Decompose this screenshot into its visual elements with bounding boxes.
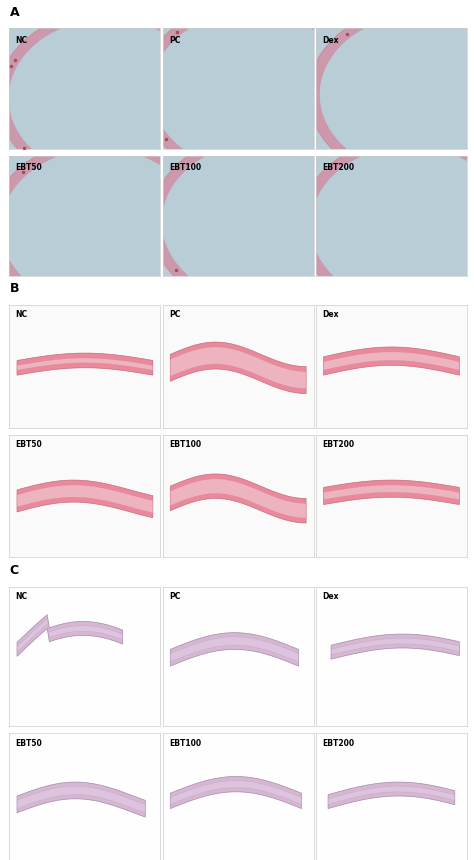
Polygon shape — [17, 480, 153, 518]
Polygon shape — [170, 342, 306, 394]
Polygon shape — [17, 786, 145, 813]
Circle shape — [320, 16, 474, 173]
Circle shape — [151, 134, 371, 310]
Circle shape — [152, 13, 348, 169]
Text: EBT100: EBT100 — [169, 163, 201, 172]
Polygon shape — [17, 358, 153, 371]
Text: PC: PC — [169, 35, 180, 45]
Polygon shape — [170, 637, 299, 662]
Polygon shape — [17, 485, 153, 513]
Text: EBT200: EBT200 — [322, 439, 354, 449]
Circle shape — [0, 140, 210, 316]
Circle shape — [0, 10, 218, 186]
Polygon shape — [324, 347, 459, 375]
Text: A: A — [9, 5, 19, 19]
Polygon shape — [324, 485, 459, 500]
Polygon shape — [324, 352, 459, 371]
Circle shape — [9, 20, 206, 176]
Circle shape — [163, 144, 359, 300]
Polygon shape — [170, 474, 306, 523]
Circle shape — [163, 144, 359, 300]
Polygon shape — [17, 782, 145, 817]
Text: PC: PC — [169, 310, 180, 319]
Polygon shape — [170, 347, 306, 389]
Circle shape — [300, 138, 474, 313]
Polygon shape — [170, 781, 301, 804]
Polygon shape — [170, 777, 301, 808]
Text: PC: PC — [169, 592, 180, 601]
Polygon shape — [17, 619, 123, 652]
Circle shape — [309, 7, 474, 182]
Polygon shape — [324, 480, 459, 505]
Text: NC: NC — [16, 592, 27, 601]
Circle shape — [2, 150, 198, 306]
Polygon shape — [170, 479, 306, 518]
Text: EBT200: EBT200 — [322, 163, 354, 172]
Text: C: C — [9, 563, 18, 577]
Circle shape — [9, 20, 206, 176]
Circle shape — [320, 16, 474, 173]
Text: EBT100: EBT100 — [169, 439, 201, 449]
Polygon shape — [17, 353, 153, 375]
Polygon shape — [170, 633, 299, 667]
Circle shape — [2, 150, 198, 306]
Text: B: B — [9, 282, 19, 296]
Text: EBT50: EBT50 — [16, 439, 42, 449]
Polygon shape — [328, 786, 455, 804]
Polygon shape — [331, 638, 459, 655]
Text: NC: NC — [16, 310, 27, 319]
Circle shape — [311, 147, 474, 304]
Circle shape — [152, 13, 348, 169]
Text: EBT50: EBT50 — [16, 163, 42, 172]
Polygon shape — [331, 634, 459, 659]
Text: Dex: Dex — [322, 592, 338, 601]
Text: EBT100: EBT100 — [169, 739, 201, 747]
Text: NC: NC — [16, 35, 27, 45]
Polygon shape — [328, 782, 455, 808]
Text: EBT50: EBT50 — [16, 739, 42, 747]
Circle shape — [311, 147, 474, 304]
Text: Dex: Dex — [322, 35, 338, 45]
Text: Dex: Dex — [322, 310, 338, 319]
Text: EBT200: EBT200 — [322, 739, 354, 747]
Polygon shape — [17, 615, 123, 656]
Circle shape — [140, 3, 360, 179]
